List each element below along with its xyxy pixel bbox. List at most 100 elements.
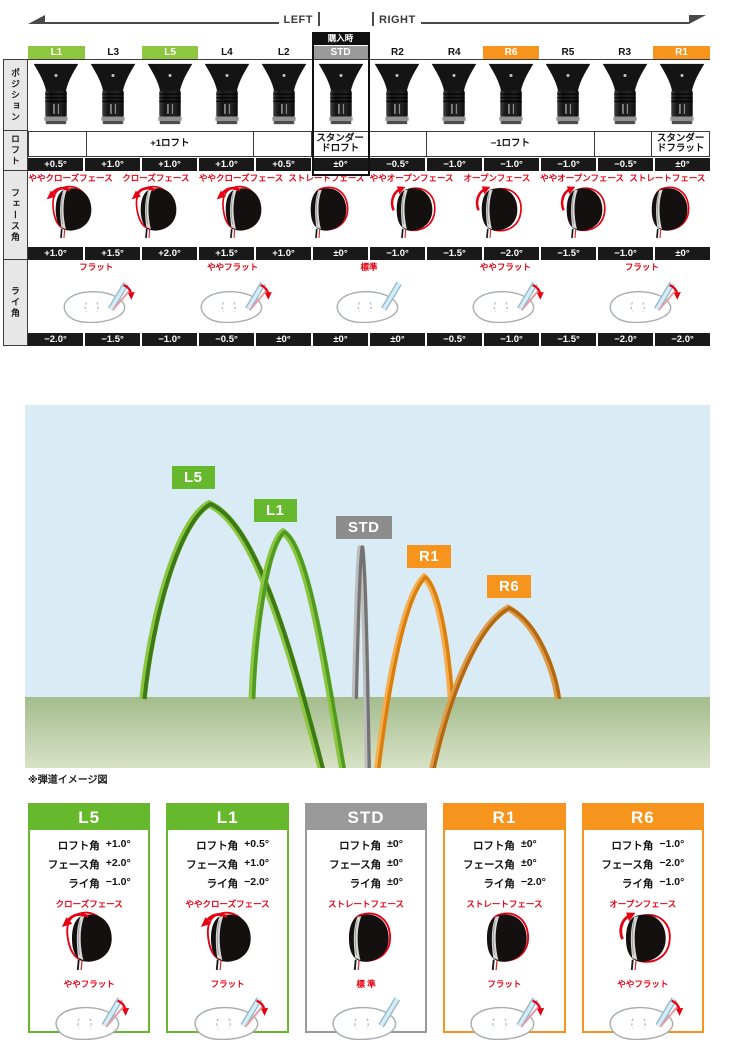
card-title: L1 [168, 805, 287, 830]
trajectory-label-R6: R6 [487, 575, 532, 598]
trajectory-label-L5: L5 [172, 466, 215, 489]
face-type-label: ややクローズフェース [185, 899, 270, 909]
tab-L2: L2 [277, 47, 290, 58]
hosel-sleeve-icon [90, 63, 137, 125]
loft-group: −1ロフト [427, 131, 595, 157]
card-R6: R6 ロフト角 −1.0° フェース角 −2.0° ライ角 −1.0° オープンフェー… [581, 803, 705, 1040]
loft-group: +1ロフト [86, 131, 254, 157]
flat-lie-icon [63, 273, 137, 323]
lie-value: −1.5° [85, 333, 142, 346]
face-type-label: ストレートフェース [466, 899, 543, 909]
lie-type-label: 標 準 [356, 979, 376, 989]
lie-value: −1.0° [142, 333, 199, 346]
trajectory-diagram: L5 L1 STD R1 R6 [25, 405, 710, 768]
setting-cards: L5 ロフト角 +1.0° フェース角 +2.0° ライ角 −1.0° クローズフェー… [28, 803, 705, 1040]
card-STD: STD ロフト角 ±0° フェース角 ±0° ライ角 ±0° ストレートフェース 標 … [304, 803, 428, 1040]
face-value: −1.5° [427, 247, 484, 260]
hosel-sleeve-icon [488, 63, 534, 125]
loft-value: ±0° [313, 158, 370, 171]
card-specs: ロフト角 +1.0° フェース角 +2.0° ライ角 −1.0° [47, 838, 131, 890]
hosel-sleeve-icon [203, 63, 250, 125]
face-angle-row: ややクローズフェース クローズフェース ややクローズフェース ストレートフェース… [28, 171, 710, 246]
adjustment-table: LEFT RIGHT L1 L3 L5 L4 L2 購入時 STD R2 R4 … [3, 8, 710, 346]
tab-R4: R4 [447, 47, 461, 58]
tab-R5: R5 [561, 47, 575, 58]
closed-face-icon [45, 184, 93, 239]
loft-group [369, 131, 428, 157]
lie-type-label: ややフラット [207, 262, 259, 272]
card-specs: ロフト角 +0.5° フェース角 +1.0° ライ角 −2.0° [186, 838, 270, 890]
trajectory-caption: ※弾道イメージ図 [28, 775, 108, 786]
closed-face-icon [60, 911, 113, 971]
straight-face-icon [652, 186, 690, 239]
tab-R6: R6 [482, 32, 540, 59]
card-L5: L5 ロフト角 +1.0° フェース角 +2.0° ライ角 −1.0° クローズフェー… [28, 803, 151, 1040]
face-value: −2.0° [484, 247, 541, 260]
open-face-icon [475, 185, 523, 239]
face-value: +1.5° [85, 247, 142, 260]
standard-lie-icon [336, 273, 410, 323]
open-face-icon [390, 185, 438, 239]
right-label: RIGHT [379, 14, 416, 26]
face-type-label: ストレートフェース [629, 173, 706, 183]
card-title: R6 [583, 805, 703, 830]
tab-L3: L3 [107, 47, 120, 58]
row-header-loft: ロフト [3, 131, 28, 171]
lie-value: −2.0° [598, 333, 655, 346]
face-type-label: クローズフェース [55, 899, 123, 909]
right-direction-arrow: RIGHT [372, 8, 706, 26]
face-value: ±0° [655, 247, 710, 260]
tab-R3: R3 [618, 47, 632, 58]
face-value: ±0° [313, 247, 370, 260]
tab-R2: R2 [390, 47, 404, 58]
loft-group [254, 131, 312, 157]
standard-lie-icon [332, 990, 410, 1040]
lie-type-label: ややフラット [63, 979, 115, 989]
closed-face-icon [215, 184, 263, 239]
lie-type-label: フラット [624, 262, 659, 272]
card-title: R1 [445, 805, 564, 830]
closed-face-icon [199, 911, 252, 971]
tab-L1: L1 [28, 32, 85, 59]
lie-value: −0.5° [427, 333, 484, 346]
face-value: +2.0° [142, 247, 199, 260]
hosel-sleeve-icon [317, 63, 364, 125]
flat-lie-icon [200, 273, 273, 323]
open-face-icon [619, 911, 672, 971]
flat-lie-icon [194, 990, 269, 1040]
loft-group [28, 131, 87, 157]
face-value: −1.0° [370, 247, 427, 260]
lie-values-row: −2.0° −1.5° −1.0° −0.5° ±0° ±0° ±0° −0.5… [28, 333, 710, 346]
face-type-label: オープンフェース [463, 173, 531, 183]
lie-value: −1.5° [541, 333, 598, 346]
lie-angle-row: フラット ややフラット 標準 ややフラット フラット [28, 260, 710, 332]
face-value: +1.0° [256, 247, 313, 260]
face-type-label: ややクローズフェース [199, 173, 284, 183]
lie-value: −0.5° [199, 333, 256, 346]
arrow-left-icon [28, 15, 45, 24]
face-value: +1.5° [199, 247, 256, 260]
loft-value: ±0° [655, 158, 710, 171]
lie-type-label: フラット [487, 979, 522, 989]
lie-value: −1.0° [484, 333, 541, 346]
loft-group: スタンダードロフト [311, 131, 370, 157]
row-header-position: ポジション [3, 59, 28, 131]
loft-value: −0.5° [598, 158, 655, 171]
lie-type-label: 標準 [360, 262, 378, 272]
lie-value: ±0° [256, 333, 313, 346]
lie-type-label: フラット [210, 979, 245, 989]
arrow-right-icon [689, 15, 706, 24]
card-title: STD [306, 805, 426, 830]
face-type-label: オープンフェース [609, 899, 677, 909]
tab-STD: 購入時 STD [312, 32, 369, 59]
loft-header-row: +1ロフト スタンダードロフト −1ロフト スタンダードフラット [28, 131, 710, 157]
face-type-label: ストレートフェース [327, 899, 405, 909]
card-specs: ロフト角 ±0° フェース角 ±0° ライ角 ±0° [329, 838, 403, 890]
hosel-sleeve-icon [147, 63, 193, 125]
card-R1: R1 ロフト角 ±0° フェース角 ±0° ライ角 −2.0° ストレートフェース フ… [443, 803, 566, 1040]
row-header-face-angle: フェース角 [3, 171, 28, 260]
face-type-label: ややオープンフェース [369, 173, 454, 183]
face-type-label: ややオープンフェース [540, 173, 625, 183]
face-value: −1.0° [598, 247, 655, 260]
left-label: LEFT [283, 14, 313, 26]
